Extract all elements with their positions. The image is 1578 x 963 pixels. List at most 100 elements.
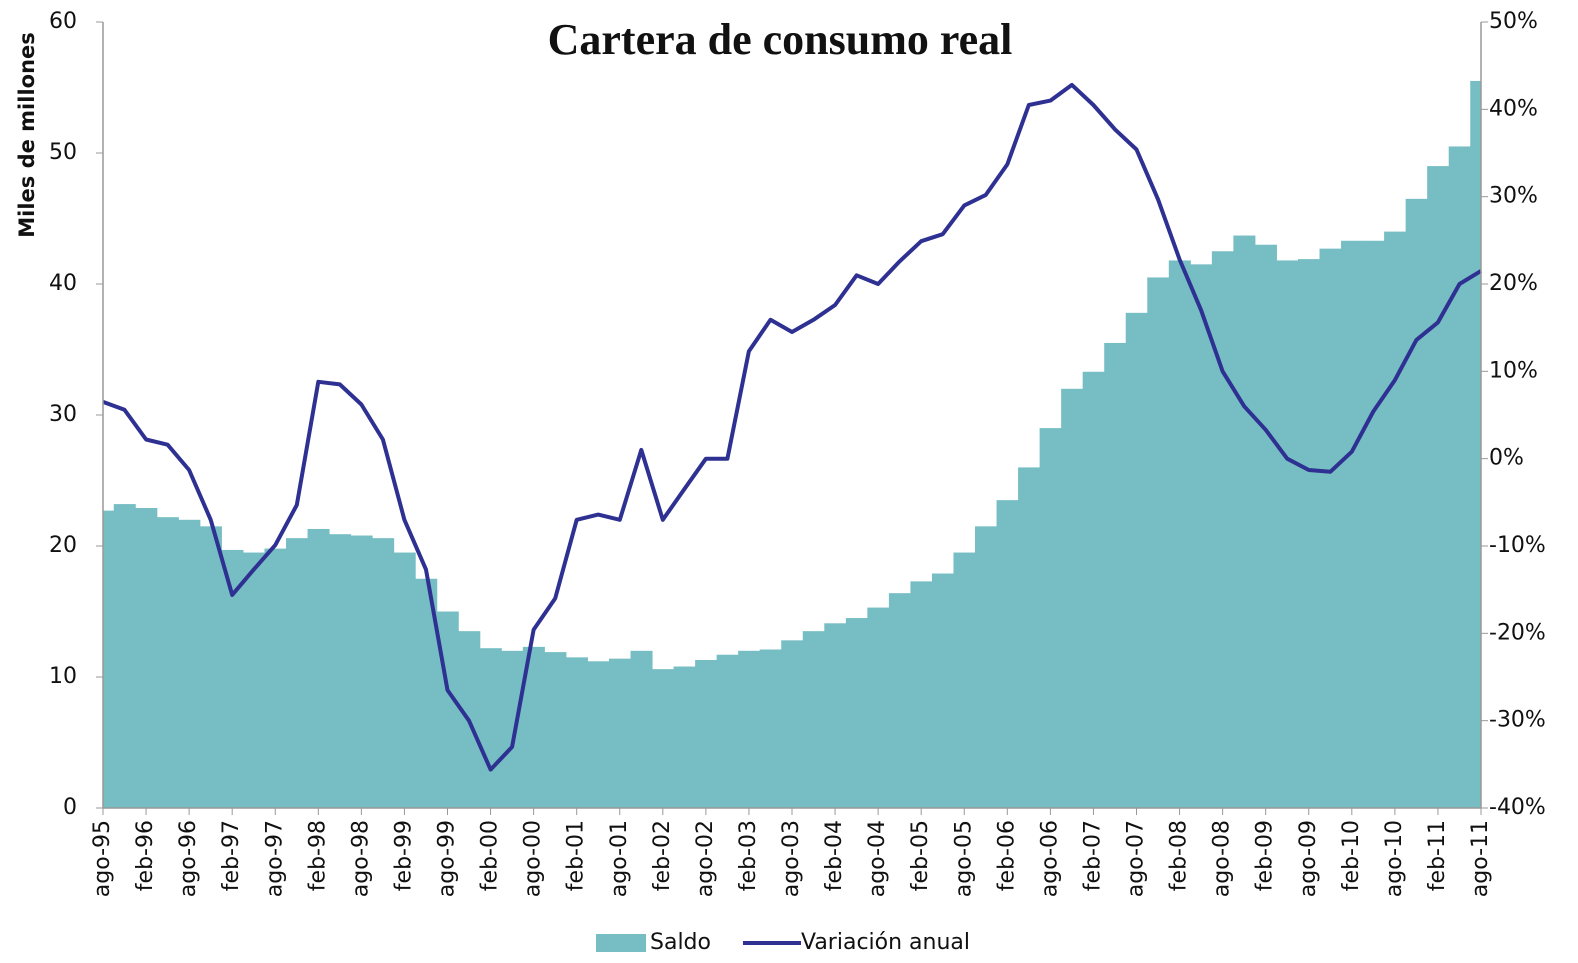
x-tick-label: ago-04 xyxy=(865,820,890,897)
y2-tick-label: -20% xyxy=(1489,620,1546,645)
x-tick-label: ago-01 xyxy=(607,820,632,897)
y2-tick-label: 40% xyxy=(1489,96,1538,121)
bar xyxy=(103,510,115,808)
y-tick-label: 10 xyxy=(49,664,77,689)
bar xyxy=(264,548,287,808)
x-tick-label: feb-10 xyxy=(1339,820,1364,891)
x-tick-label: feb-04 xyxy=(822,820,847,891)
bar xyxy=(350,535,373,808)
bar xyxy=(1384,231,1407,808)
bar xyxy=(953,552,976,808)
x-tick-label: ago-11 xyxy=(1468,820,1493,897)
bar xyxy=(199,526,222,808)
bar xyxy=(781,640,804,808)
bar xyxy=(242,552,265,808)
bar xyxy=(652,669,675,808)
bar xyxy=(565,657,588,808)
bar xyxy=(415,578,438,808)
bar xyxy=(1341,240,1364,808)
bar xyxy=(1427,166,1450,808)
x-tick-label: ago-05 xyxy=(951,820,976,897)
bar xyxy=(1319,248,1342,808)
bar xyxy=(113,504,136,808)
y-tick-label: 0 xyxy=(63,795,77,820)
bar xyxy=(522,646,545,808)
y2-tick-label: 30% xyxy=(1489,184,1538,209)
bar xyxy=(1297,259,1321,808)
x-tick-label: feb-09 xyxy=(1253,820,1278,891)
x-tick-label: ago-97 xyxy=(262,820,287,897)
bar xyxy=(738,650,761,808)
bar xyxy=(824,623,847,808)
bar xyxy=(975,526,998,808)
bar xyxy=(178,519,201,808)
bar xyxy=(544,652,567,808)
bar xyxy=(1125,312,1148,808)
legend-swatch xyxy=(596,934,646,952)
bar xyxy=(716,654,739,808)
x-tick-label: ago-02 xyxy=(693,820,718,897)
x-tick-label: feb-98 xyxy=(305,820,330,891)
x-tick-label: feb-96 xyxy=(133,820,158,891)
bar xyxy=(1147,277,1170,808)
y-tick-label: 60 xyxy=(49,9,77,34)
bar xyxy=(845,618,868,808)
y2-tick-label: 0% xyxy=(1489,446,1524,471)
bar xyxy=(501,650,524,808)
x-tick-label: feb-03 xyxy=(736,820,761,891)
y-axis-label: Miles de millones xyxy=(15,32,39,238)
bar xyxy=(156,517,179,808)
bar xyxy=(1254,244,1277,808)
bar xyxy=(221,549,244,808)
bar xyxy=(1039,428,1062,808)
bar xyxy=(1470,80,1481,808)
bar xyxy=(1362,240,1385,808)
bar xyxy=(1018,467,1041,808)
bar xyxy=(888,593,911,808)
bar xyxy=(867,607,890,808)
x-tick-label: feb-02 xyxy=(650,820,675,891)
bar xyxy=(329,534,352,808)
bar xyxy=(1405,198,1428,808)
bar xyxy=(802,631,825,808)
bar xyxy=(479,648,502,808)
bar xyxy=(1104,342,1127,808)
bar xyxy=(910,581,933,808)
bar xyxy=(630,650,653,808)
legend-label: Saldo xyxy=(650,930,711,955)
plot-area xyxy=(103,80,1481,808)
y-tick-label: 50 xyxy=(49,140,77,165)
x-tick-label: feb-97 xyxy=(219,820,244,891)
bar xyxy=(1190,264,1213,808)
bar xyxy=(996,500,1019,808)
bar xyxy=(1061,388,1084,808)
bar xyxy=(1168,260,1191,808)
bar xyxy=(931,573,954,808)
x-tick-label: ago-09 xyxy=(1296,820,1321,897)
bar xyxy=(587,661,610,808)
y-tick-label: 20 xyxy=(49,533,77,558)
x-tick-label: ago-03 xyxy=(779,820,804,897)
x-tick-label: feb-11 xyxy=(1425,820,1450,891)
chart-title: Cartera de consumo real xyxy=(548,15,1013,64)
x-tick-label: ago-08 xyxy=(1210,820,1235,897)
x-tick-label: feb-05 xyxy=(908,820,933,891)
x-tick-label: feb-99 xyxy=(391,820,416,891)
bar xyxy=(1276,260,1299,808)
y-tick-label: 30 xyxy=(49,402,77,427)
bar xyxy=(307,528,330,808)
x-tick-label: feb-06 xyxy=(994,820,1019,891)
bar xyxy=(1211,251,1234,808)
y2-tick-label: -40% xyxy=(1489,795,1546,820)
x-tick-label: ago-96 xyxy=(176,820,201,897)
x-tick-label: ago-06 xyxy=(1037,820,1062,897)
y2-tick-label: 50% xyxy=(1489,9,1538,34)
bar xyxy=(673,666,696,808)
line xyxy=(102,82,1483,772)
x-tick-label: feb-01 xyxy=(564,820,589,891)
bar xyxy=(135,508,158,808)
bar xyxy=(1233,235,1256,808)
x-tick-label: ago-95 xyxy=(90,820,115,897)
bar xyxy=(1082,371,1105,808)
